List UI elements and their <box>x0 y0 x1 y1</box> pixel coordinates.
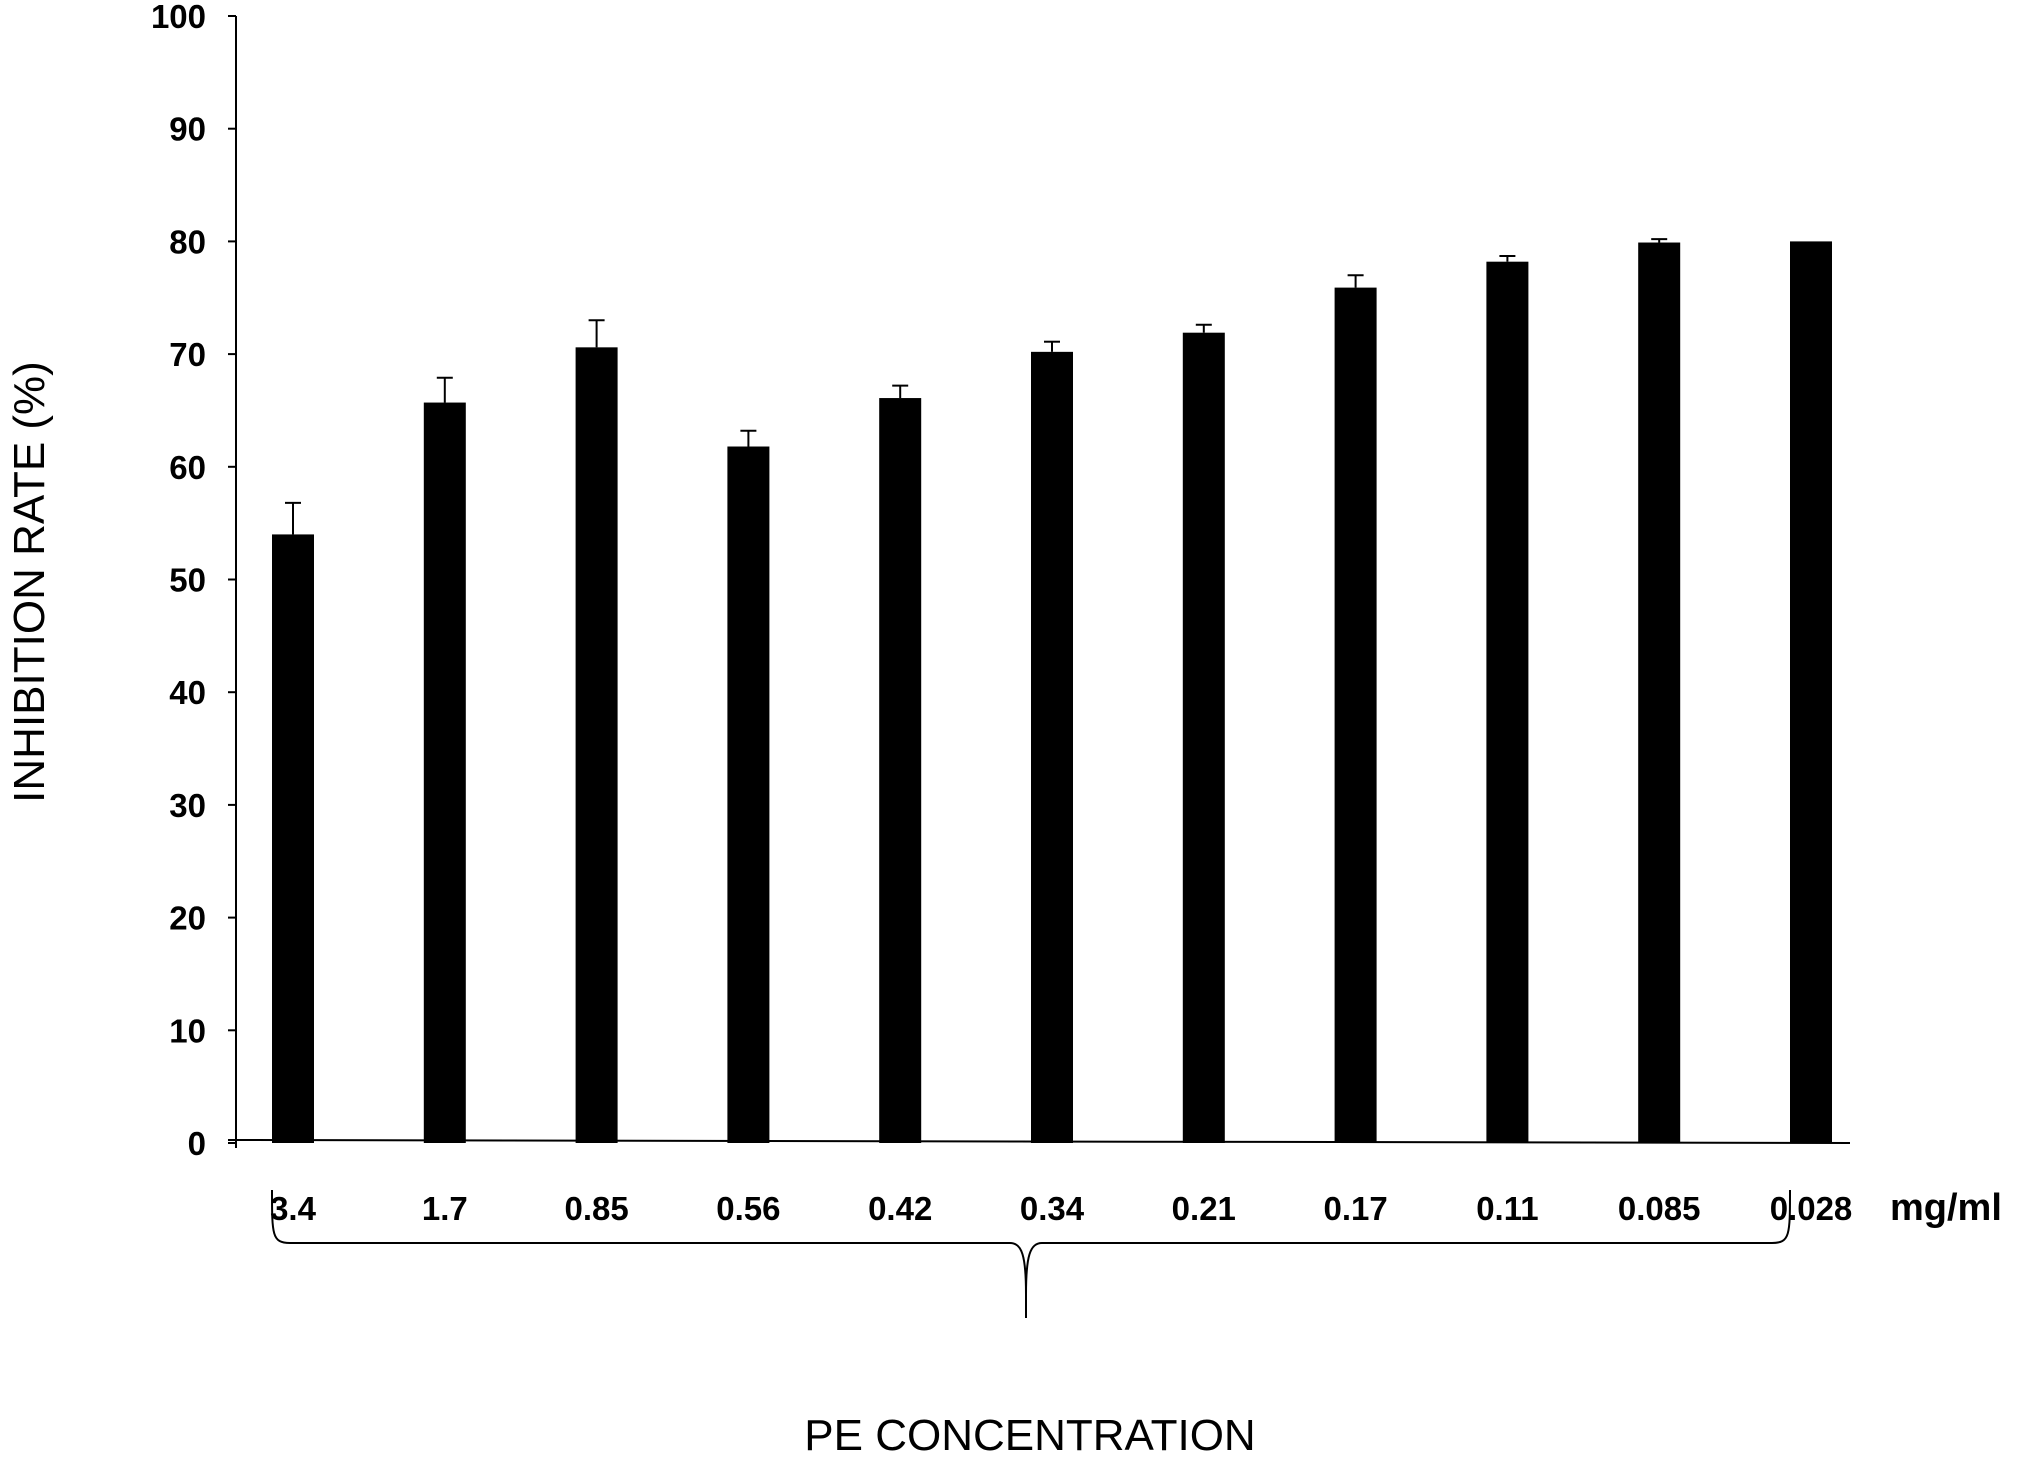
x-tick-label: 0.21 <box>1172 1190 1236 1227</box>
bar <box>1182 332 1225 1143</box>
y-tick-label: 50 <box>169 562 206 599</box>
bar <box>423 402 466 1143</box>
y-axis-ticks: 0 10 20 30 40 50 60 70 80 90 100 <box>151 0 236 1162</box>
y-tick-label: 80 <box>169 223 206 260</box>
y-axis-title: INHIBITION RATE (%) <box>5 361 54 803</box>
y-tick-label: 100 <box>151 0 206 35</box>
x-tick-label: 0.34 <box>1020 1190 1085 1227</box>
y-tick-label: 0 <box>188 1125 206 1162</box>
bar <box>575 347 618 1143</box>
category-brace <box>271 1189 1791 1318</box>
y-tick-label: 70 <box>169 336 206 373</box>
bars <box>272 241 1832 1144</box>
x-tick-label: 0.11 <box>1476 1190 1538 1227</box>
y-tick-label: 10 <box>169 1012 206 1049</box>
bar <box>1486 261 1529 1143</box>
x-axis-unit-label: mg/ml <box>1890 1187 2002 1229</box>
y-tick-label: 20 <box>169 900 206 937</box>
x-tick-label: 0.028 <box>1770 1190 1853 1227</box>
y-tick-label: 60 <box>169 449 206 486</box>
x-tick-label: 0.56 <box>716 1190 780 1227</box>
bar <box>1790 241 1832 1143</box>
x-tick-label: 1.7 <box>422 1190 468 1227</box>
x-axis-title: PE CONCENTRATION <box>804 1411 1255 1460</box>
y-tick-label: 90 <box>169 111 206 148</box>
bar <box>879 398 922 1144</box>
error-bars <box>285 238 1668 535</box>
x-axis-tick-labels: 3.4 1.7 0.85 0.56 0.42 0.34 0.21 0.17 0.11 0.085 0… <box>270 1190 1852 1227</box>
x-tick-label: 3.4 <box>270 1190 317 1227</box>
bar <box>727 446 770 1143</box>
x-axis-line <box>227 1139 1851 1144</box>
x-tick-label: 0.85 <box>564 1190 628 1227</box>
x-tick-label: 0.17 <box>1323 1190 1387 1227</box>
bar <box>1334 287 1377 1143</box>
y-tick-label: 30 <box>169 787 206 824</box>
y-tick-label: 40 <box>169 674 206 711</box>
bar <box>1031 351 1073 1143</box>
bar <box>1638 242 1681 1144</box>
bar <box>272 534 314 1143</box>
x-tick-label: 0.085 <box>1618 1190 1701 1227</box>
x-tick-label: 0.42 <box>868 1190 932 1227</box>
